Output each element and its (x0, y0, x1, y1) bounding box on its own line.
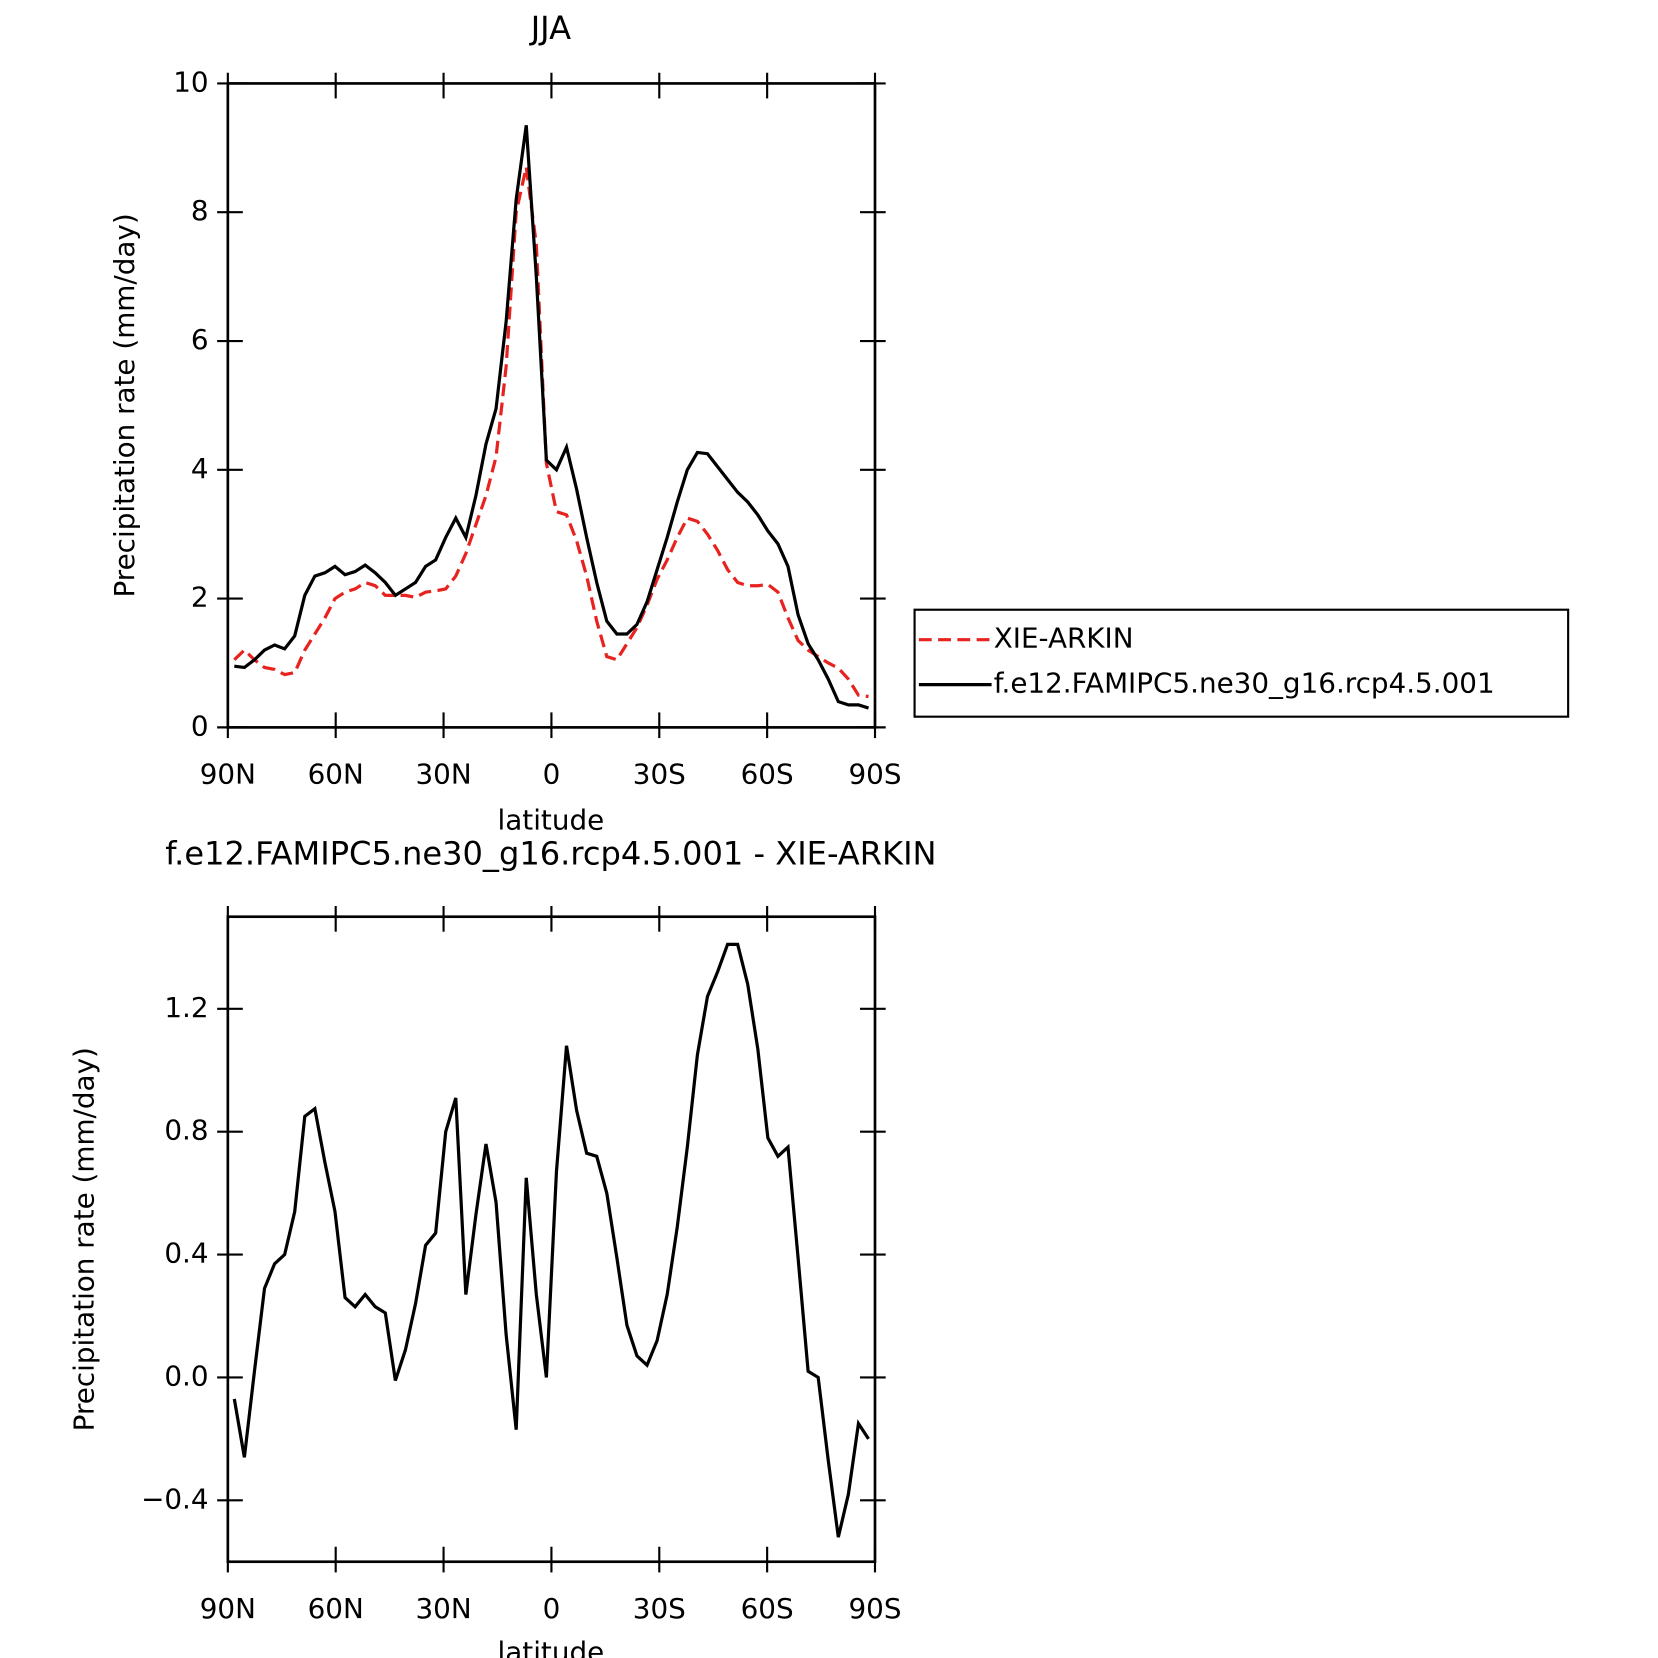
y-axis-label: Precipitation rate (mm/day) (68, 1047, 101, 1431)
y-axis-label: Precipitation rate (mm/day) (108, 213, 141, 597)
y-tick-label: 6 (191, 323, 209, 356)
x-tick-label: 0 (543, 1592, 561, 1625)
data-line (234, 125, 870, 710)
x-tick-label: 30S (633, 758, 686, 791)
x-tick-label: 30S (633, 1592, 686, 1625)
x-tick-label: 60S (741, 1592, 794, 1625)
x-tick-label: 30N (415, 758, 471, 791)
x-tick-label: 0 (543, 758, 561, 791)
y-tick-label: 8 (191, 194, 209, 227)
x-tick-label: 90S (848, 758, 901, 791)
x-tick-label: 60N (308, 1592, 364, 1625)
x-tick-label: 30N (415, 1592, 471, 1625)
y-tick-label: 0.0 (164, 1359, 208, 1392)
y-tick-label: 0 (191, 709, 209, 742)
y-tick-label: 4 (191, 452, 209, 485)
x-axis-label: latitude (498, 1636, 605, 1658)
y-tick-label: 1.2 (164, 991, 208, 1024)
data-line (232, 942, 870, 1538)
y-tick-label: 0.4 (164, 1237, 208, 1270)
data-line (233, 166, 869, 699)
y-tick-label: 10 (173, 65, 208, 98)
y-tick-label: 2 (191, 581, 209, 614)
plot-frame (226, 915, 877, 1564)
chart-title: JJA (529, 9, 571, 47)
x-tick-label: 90S (848, 1592, 901, 1625)
y-tick-label: 0.8 (164, 1114, 208, 1147)
x-axis-label: latitude (498, 804, 605, 837)
y-tick-label: −0.4 (141, 1482, 209, 1515)
legend-box (913, 608, 1570, 718)
legend-label: f.e12.FAMIPC5.ne30_g16.rcp4.5.001 (994, 667, 1495, 700)
legend-label: XIE-ARKIN (994, 622, 1134, 655)
x-tick-label: 90N (200, 758, 256, 791)
x-tick-label: 90N (200, 1592, 256, 1625)
x-tick-label: 60N (308, 758, 364, 791)
x-tick-label: 60S (741, 758, 794, 791)
chart-title: f.e12.FAMIPC5.ne30_g16.rcp4.5.001 - XIE-… (165, 835, 936, 873)
plot-frame (226, 82, 877, 729)
